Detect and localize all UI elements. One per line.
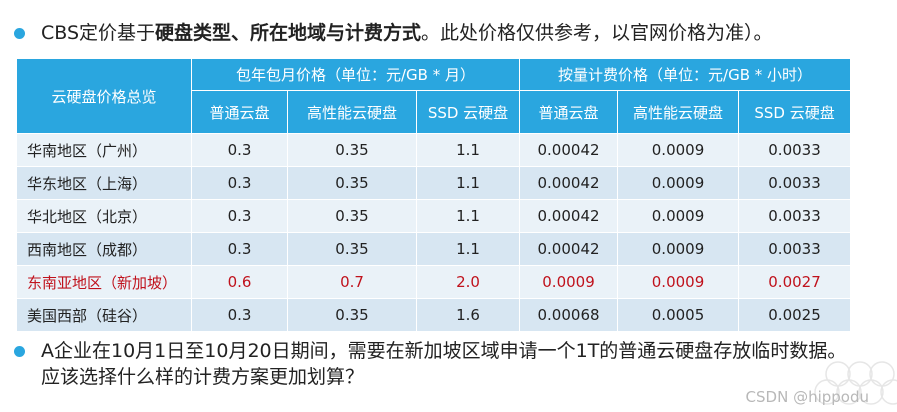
price-cell: 0.0009: [617, 232, 740, 266]
intro-bold: 硬盘类型、所在地域与计费方式: [155, 22, 422, 44]
region-cell: 西南地区（成都）: [16, 232, 192, 266]
price-cell: 0.7: [287, 265, 417, 299]
bullet-icon: [14, 28, 25, 39]
price-cell: 0.0033: [738, 199, 852, 233]
decorative-pattern-icon: [814, 361, 897, 405]
column-header: SSD 云硬盘: [738, 90, 852, 134]
price-cell: 0.0009: [617, 166, 740, 200]
column-header: 高性能云硬盘: [287, 90, 417, 134]
table-row: 华南地区（广州） 0.3 0.35 1.1 0.00042 0.0009 0.0…: [16, 133, 852, 167]
price-cell: 0.00042: [519, 232, 619, 266]
price-cell: 1.1: [415, 166, 521, 200]
group-header-monthly: 包年包月价格（单位：元/GB * 月）: [190, 58, 521, 91]
region-cell: 华南地区（广州）: [16, 133, 192, 167]
table-row: 美国西部（硅谷） 0.3 0.35 1.6 0.00068 0.0005 0.0…: [16, 298, 852, 332]
price-cell: 0.00068: [519, 298, 619, 332]
region-cell: 美国西部（硅谷）: [16, 298, 192, 332]
price-cell: 0.00042: [519, 199, 619, 233]
price-cell: 0.0027: [738, 265, 852, 299]
price-cell: 0.0009: [617, 199, 740, 233]
price-cell: 0.0033: [738, 133, 852, 167]
region-cell: 东南亚地区（新加坡）: [16, 265, 192, 299]
price-cell: 1.6: [415, 298, 521, 332]
price-cell: 0.0033: [738, 232, 852, 266]
bullet-icon: [14, 346, 25, 357]
intro-line: CBS定价基于硬盘类型、所在地域与计费方式。此处价格仅供参考，以官网价格为准）。: [14, 20, 773, 46]
column-header: SSD 云硬盘: [415, 90, 521, 134]
table-corner-label: 云硬盘价格总览: [16, 58, 192, 134]
table-row: 华东地区（上海） 0.3 0.35 1.1 0.00042 0.0009 0.0…: [16, 166, 852, 200]
price-cell: 0.0033: [738, 166, 852, 200]
price-cell: 0.3: [191, 166, 288, 200]
price-cell: 0.0005: [617, 298, 740, 332]
intro-prefix: CBS定价基于: [41, 22, 156, 44]
table-row: 华北地区（北京） 0.3 0.35 1.1 0.00042 0.0009 0.0…: [16, 199, 852, 233]
column-header: 普通云盘: [191, 90, 288, 134]
table-row-highlighted: 东南亚地区（新加坡） 0.6 0.7 2.0 0.0009 0.0009 0.0…: [16, 265, 852, 299]
price-cell: 0.00042: [519, 166, 619, 200]
price-cell: 0.0025: [738, 298, 852, 332]
region-cell: 华东地区（上海）: [16, 166, 192, 200]
price-cell: 0.35: [287, 133, 417, 167]
region-cell: 华北地区（北京）: [16, 199, 192, 233]
price-cell: 0.0009: [617, 133, 740, 167]
intro-text: CBS定价基于硬盘类型、所在地域与计费方式。此处价格仅供参考，以官网价格为准）。: [41, 20, 773, 46]
question-text: A企业在10月1日至10月20日期间，需要在新加坡区域申请一个1T的普通云硬盘存…: [41, 340, 847, 388]
price-cell: 1.1: [415, 199, 521, 233]
question-line: A企业在10月1日至10月20日期间，需要在新加坡区域申请一个1T的普通云硬盘存…: [14, 338, 854, 390]
price-cell: 0.00042: [519, 133, 619, 167]
price-table: 云硬盘价格总览 包年包月价格（单位：元/GB * 月） 按量计费价格（单位：元/…: [16, 58, 852, 332]
price-cell: 0.3: [191, 232, 288, 266]
table-row: 西南地区（成都） 0.3 0.35 1.1 0.00042 0.0009 0.0…: [16, 232, 852, 266]
price-cell: 0.35: [287, 298, 417, 332]
price-cell: 1.1: [415, 232, 521, 266]
price-cell: 0.3: [191, 298, 288, 332]
group-header-hourly: 按量计费价格（单位：元/GB * 小时）: [519, 58, 852, 91]
price-cell: 0.3: [191, 199, 288, 233]
price-cell: 0.35: [287, 199, 417, 233]
price-cell: 0.0009: [617, 265, 740, 299]
price-cell: 0.35: [287, 232, 417, 266]
price-cell: 1.1: [415, 133, 521, 167]
watermark: CSDN @hippodu: [745, 388, 869, 406]
price-cell: 2.0: [415, 265, 521, 299]
column-header: 普通云盘: [519, 90, 619, 134]
price-cell: 0.3: [191, 133, 288, 167]
price-cell: 0.6: [191, 265, 288, 299]
price-cell: 0.0009: [519, 265, 619, 299]
column-header: 高性能云硬盘: [617, 90, 740, 134]
intro-suffix: 。此处价格仅供参考，以官网价格为准）。: [421, 22, 773, 44]
price-cell: 0.35: [287, 166, 417, 200]
